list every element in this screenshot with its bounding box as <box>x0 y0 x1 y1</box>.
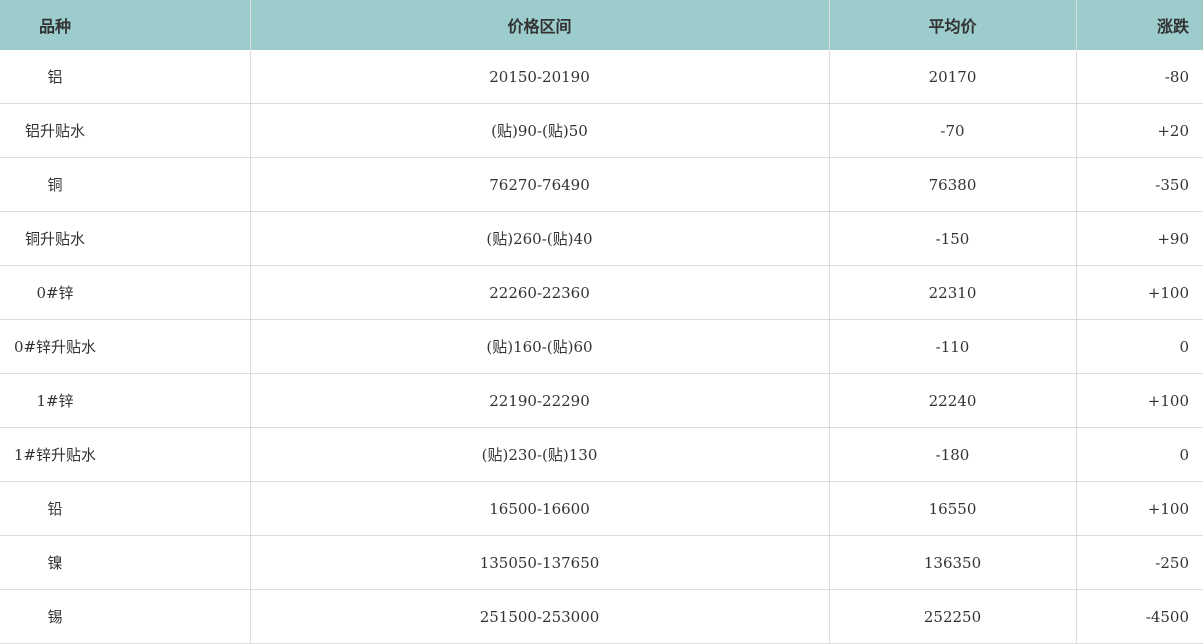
cell-change: 0 <box>1076 319 1203 374</box>
cell-change: +20 <box>1076 103 1203 158</box>
cell-range: 22190-22290 <box>250 373 830 428</box>
cell-range: (贴)230-(贴)130 <box>250 427 830 482</box>
header-avg: 平均价 <box>829 0 1077 50</box>
cell-change: -4500 <box>1076 589 1203 644</box>
cell-range: 251500-253000 <box>250 589 830 644</box>
cell-variety: 0#锌 <box>0 265 251 320</box>
table-row: 铜 76270-76490 76380 -350 <box>0 157 1203 212</box>
header-change: 涨跌 <box>1076 0 1203 50</box>
cell-variety: 1#锌 <box>0 373 251 428</box>
cell-change: +100 <box>1076 481 1203 536</box>
cell-variety: 铅 <box>0 481 251 536</box>
table-row: 镍 135050-137650 136350 -250 <box>0 535 1203 590</box>
cell-change: +90 <box>1076 211 1203 266</box>
cell-range: (贴)160-(贴)60 <box>250 319 830 374</box>
cell-change: -350 <box>1076 157 1203 212</box>
table-header: 品种 价格区间 平均价 涨跌 <box>0 0 1203 50</box>
cell-range: 22260-22360 <box>250 265 830 320</box>
table-row: 铅 16500-16600 16550 +100 <box>0 481 1203 536</box>
cell-avg: 16550 <box>829 481 1077 536</box>
cell-change: -250 <box>1076 535 1203 590</box>
cell-avg: 76380 <box>829 157 1077 212</box>
table-row: 1#锌升贴水 (贴)230-(贴)130 -180 0 <box>0 427 1203 482</box>
cell-avg: -150 <box>829 211 1077 266</box>
cell-avg: -110 <box>829 319 1077 374</box>
cell-change: -80 <box>1076 50 1203 104</box>
cell-variety: 铝升贴水 <box>0 103 251 158</box>
table-row: 0#锌升贴水 (贴)160-(贴)60 -110 0 <box>0 319 1203 374</box>
cell-variety: 镍 <box>0 535 251 590</box>
cell-range: (贴)90-(贴)50 <box>250 103 830 158</box>
cell-avg: -70 <box>829 103 1077 158</box>
table-row: 铝升贴水 (贴)90-(贴)50 -70 +20 <box>0 103 1203 158</box>
cell-avg: 136350 <box>829 535 1077 590</box>
cell-change: +100 <box>1076 373 1203 428</box>
cell-variety: 铜升贴水 <box>0 211 251 266</box>
table-row: 铜升贴水 (贴)260-(贴)40 -150 +90 <box>0 211 1203 266</box>
cell-range: 135050-137650 <box>250 535 830 590</box>
cell-variety: 铝 <box>0 50 251 104</box>
cell-variety: 0#锌升贴水 <box>0 319 251 374</box>
table-row: 锡 251500-253000 252250 -4500 <box>0 589 1203 644</box>
table-row: 1#锌 22190-22290 22240 +100 <box>0 373 1203 428</box>
cell-change: +100 <box>1076 265 1203 320</box>
cell-avg: 20170 <box>829 50 1077 104</box>
cell-avg: 22310 <box>829 265 1077 320</box>
cell-variety: 1#锌升贴水 <box>0 427 251 482</box>
cell-range: (贴)260-(贴)40 <box>250 211 830 266</box>
cell-avg: -180 <box>829 427 1077 482</box>
header-range: 价格区间 <box>250 0 830 50</box>
header-variety: 品种 <box>0 0 251 50</box>
table-row: 铝 20150-20190 20170 -80 <box>0 50 1203 104</box>
cell-range: 20150-20190 <box>250 50 830 104</box>
table-row: 0#锌 22260-22360 22310 +100 <box>0 265 1203 320</box>
cell-avg: 252250 <box>829 589 1077 644</box>
cell-range: 16500-16600 <box>250 481 830 536</box>
cell-change: 0 <box>1076 427 1203 482</box>
cell-variety: 铜 <box>0 157 251 212</box>
cell-avg: 22240 <box>829 373 1077 428</box>
cell-variety: 锡 <box>0 589 251 644</box>
cell-range: 76270-76490 <box>250 157 830 212</box>
